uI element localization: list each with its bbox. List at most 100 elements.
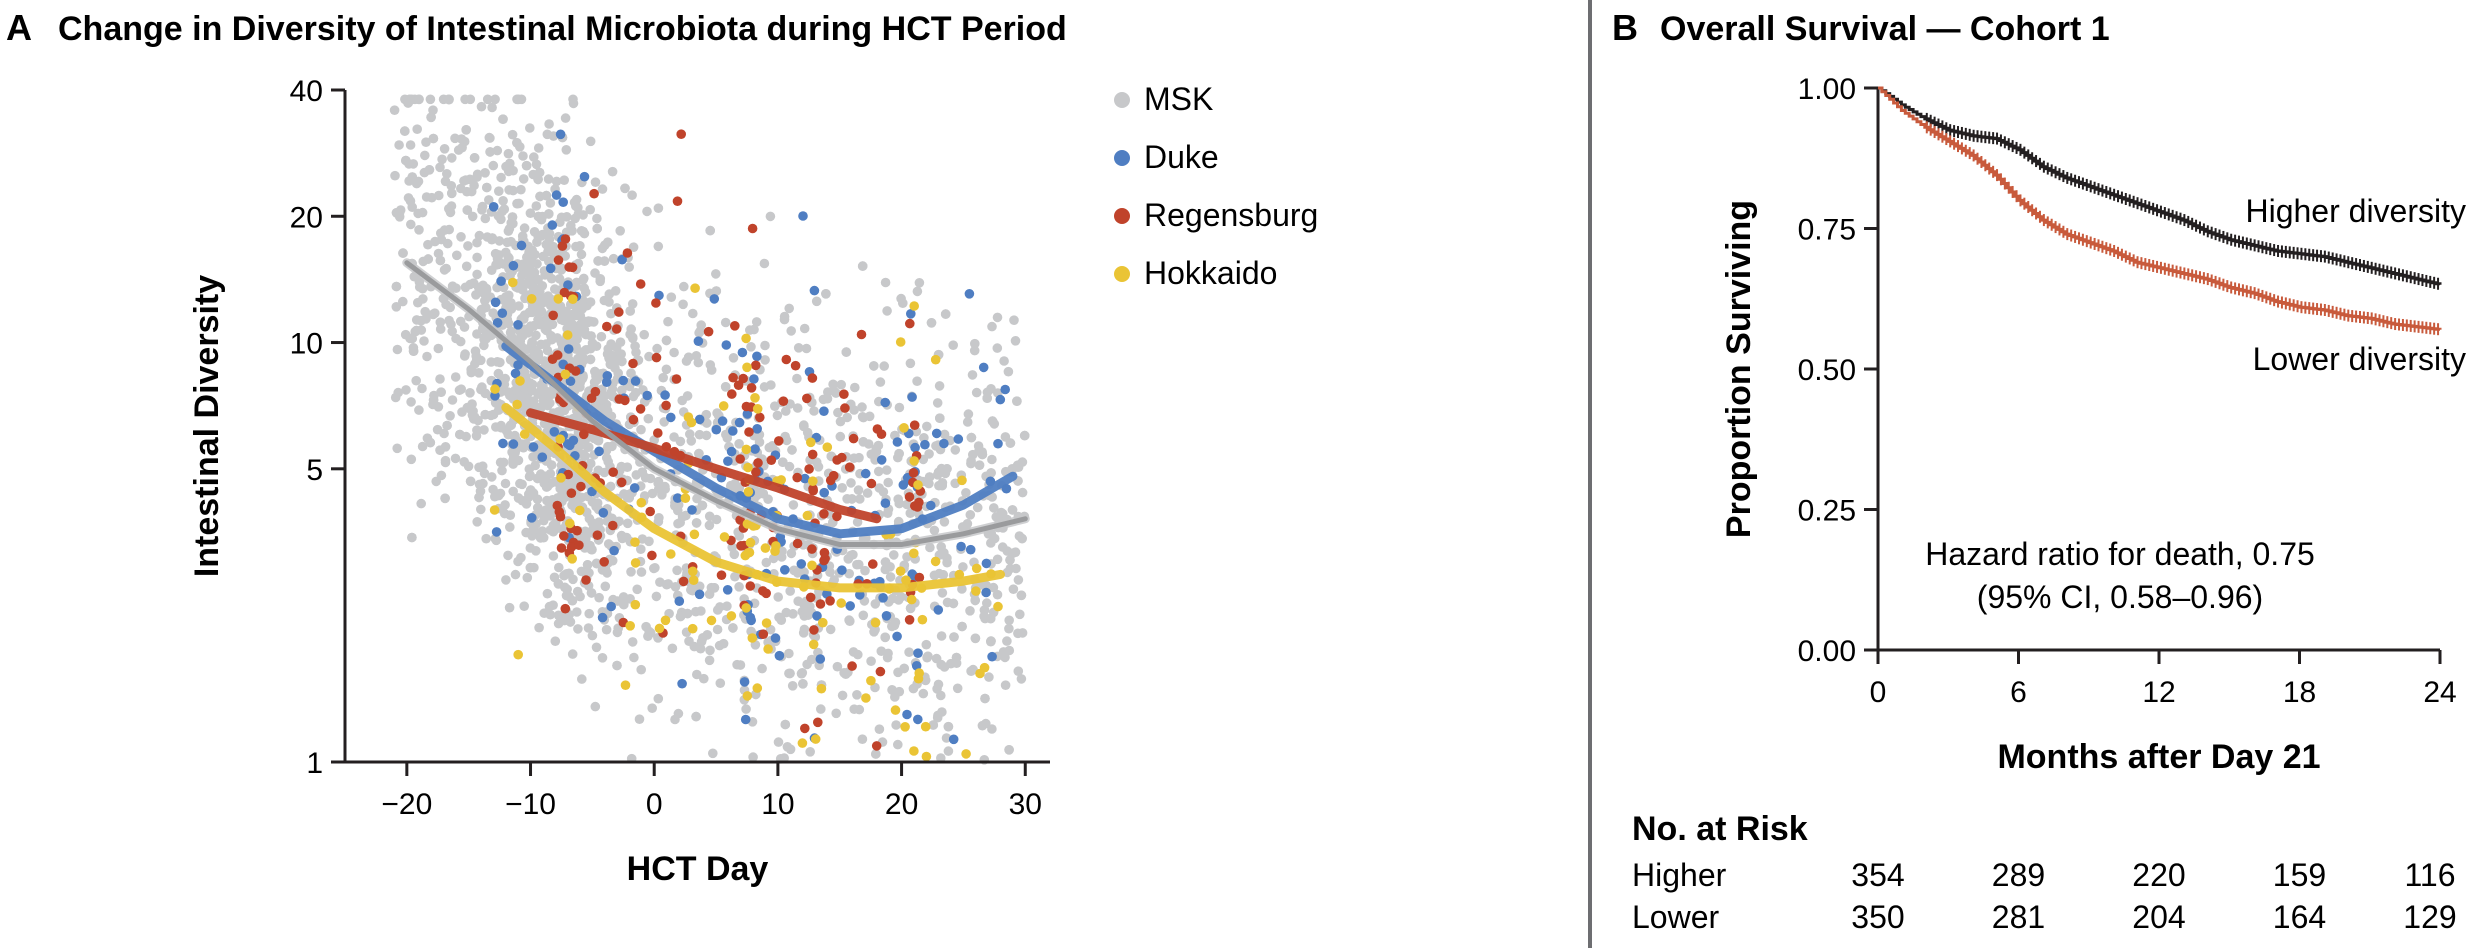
scatter-point-msk <box>571 473 582 483</box>
scatter-point-msk <box>401 385 411 395</box>
scatter-point-duke <box>774 650 785 661</box>
scatter-point-regensburg <box>570 366 581 376</box>
scatter-point-msk <box>636 664 646 675</box>
scatter-point-regensburg <box>807 373 818 383</box>
scatter-point-msk <box>728 353 739 363</box>
scatter-point-msk <box>969 345 980 356</box>
scatter-point-msk <box>1013 628 1023 639</box>
scatter-point-msk <box>425 94 436 105</box>
scatter-point-msk <box>591 558 602 569</box>
scatter-point-hokkaido <box>555 434 565 445</box>
scatter-point-duke <box>819 406 829 417</box>
scatter-point-msk <box>587 630 598 641</box>
scatter-point-msk <box>765 211 776 222</box>
scatter-point-msk <box>544 209 554 219</box>
scatter-point-msk <box>477 205 487 215</box>
scatter-point-duke <box>674 596 685 606</box>
scatter-point-msk <box>836 379 846 390</box>
scatter-point-msk <box>997 542 1008 552</box>
scatter-point-msk <box>875 377 886 387</box>
scatter-point-msk <box>488 484 498 495</box>
scatter-point-msk <box>586 316 596 327</box>
scatter-point-msk <box>847 494 857 504</box>
scatter-point-msk <box>1013 666 1024 676</box>
scatter-point-msk <box>961 488 971 498</box>
scatter-point-hokkaido <box>688 575 699 585</box>
panel-b-title: Overall Survival — Cohort 1 <box>1660 10 2110 48</box>
scatter-point-msk <box>414 94 424 105</box>
scatter-point-regensburg <box>602 321 612 332</box>
scatter-point-msk <box>465 388 475 398</box>
scatter-point-hokkaido <box>519 429 530 440</box>
scatter-point-regensburg <box>751 360 761 371</box>
scatter-point-msk <box>487 102 497 113</box>
scatter-point-msk <box>596 331 607 342</box>
scatter-point-msk <box>936 753 946 763</box>
scatter-point-msk <box>692 669 702 680</box>
scatter-point-msk <box>496 214 506 225</box>
scatter-point-duke <box>492 318 503 328</box>
scatter-point-msk <box>436 228 446 238</box>
scatter-point-msk <box>802 427 813 438</box>
scatter-point-msk <box>471 290 481 300</box>
scatter-point-regensburg <box>800 723 810 734</box>
scatter-point-hokkaido <box>565 518 575 529</box>
scatter-point-msk <box>934 381 945 391</box>
scatter-point-msk <box>461 261 472 272</box>
scatter-point-msk <box>487 233 498 243</box>
scatter-point-msk <box>974 460 985 471</box>
scatter-point-msk <box>468 278 479 289</box>
scatter-point-msk <box>504 602 515 613</box>
scatter-point-msk <box>597 184 608 194</box>
scatter-point-msk <box>606 339 616 349</box>
scatter-point-msk <box>594 592 604 603</box>
scatter-point-regensburg <box>728 372 738 383</box>
scatter-point-msk <box>679 281 689 292</box>
scatter-point-msk <box>894 686 905 697</box>
scatter-point-msk <box>482 182 492 193</box>
scatter-point-regensburg <box>837 452 847 463</box>
scatter-point-msk <box>757 663 767 674</box>
scatter-point-msk <box>506 218 517 228</box>
scatter-point-msk <box>586 331 596 341</box>
scatter-point-msk <box>796 668 807 679</box>
scatter-point-msk <box>528 284 539 294</box>
scatter-point-msk <box>858 437 869 447</box>
scatter-point-regensburg <box>761 588 771 599</box>
scatter-point-msk <box>759 258 770 269</box>
scatter-point-msk <box>773 737 784 747</box>
scatter-point-msk <box>932 712 943 723</box>
y-tick-label: 0.00 <box>1798 635 1856 668</box>
scatter-point-msk <box>1008 584 1019 594</box>
scatter-point-duke <box>547 220 558 230</box>
scatter-point-msk <box>715 602 725 612</box>
scatter-point-duke <box>579 171 590 182</box>
scatter-point-msk <box>779 753 789 763</box>
scatter-point-regensburg <box>653 428 663 438</box>
scatter-point-msk <box>485 147 495 157</box>
scatter-point-msk <box>746 342 756 352</box>
scatter-point-msk <box>728 623 738 633</box>
scatter-point-regensburg <box>703 326 714 337</box>
scatter-point-hokkaido <box>802 510 813 521</box>
scatter-point-msk <box>509 452 519 462</box>
x-tick-label: 6 <box>2010 676 2027 709</box>
scatter-point-hokkaido <box>930 354 941 365</box>
scatter-point-regensburg <box>560 603 571 614</box>
scatter-point-msk <box>394 140 404 150</box>
scatter-point-msk <box>1016 674 1027 684</box>
scatter-point-msk <box>472 269 482 280</box>
scatter-point-duke <box>920 439 930 450</box>
scatter-point-msk <box>480 168 490 178</box>
scatter-point-msk <box>853 649 863 660</box>
scatter-point-duke <box>892 437 903 447</box>
scatter-point-msk <box>774 612 784 623</box>
scatter-point-duke <box>965 544 976 555</box>
scatter-point-msk <box>653 241 664 252</box>
scatter-point-hokkaido <box>961 749 971 759</box>
scatter-point-regensburg <box>651 352 662 363</box>
scatter-point-msk <box>519 601 529 611</box>
scatter-point-msk <box>603 441 613 452</box>
scatter-point-msk <box>390 392 401 403</box>
scatter-point-msk <box>546 460 557 470</box>
